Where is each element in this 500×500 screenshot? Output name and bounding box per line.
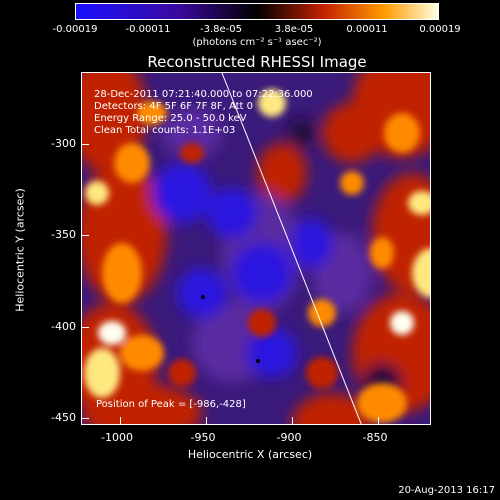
annotation-peak-position: Position of Peak = [-986,-428] <box>96 399 246 410</box>
y-tick-label: -400 <box>51 320 76 333</box>
annotation-detectors: Detectors: 4F 5F 6F 7F 8F, Att 0 <box>94 101 254 112</box>
image-plot: 28-Dec-2011 07:21:40.000 to 07:22:36.000… <box>81 72 431 425</box>
y-tick-label: -350 <box>51 228 76 241</box>
colorbar-tick-label: -0.00011 <box>125 24 171 35</box>
y-tick-label: -300 <box>51 137 76 150</box>
colorbar-tick-label: 0.00019 <box>419 24 461 35</box>
colorbar-tick-label: -0.00019 <box>52 24 98 35</box>
y-axis-label: Heliocentric Y (arcsec) <box>13 188 27 312</box>
colorbar-tick-label: -3.8e-05 <box>200 24 242 35</box>
plot-title: Reconstructed RHESSI Image <box>147 53 367 71</box>
footer-date: 20-Aug-2013 16:17 <box>398 485 495 496</box>
annotation-algorithm: Clean Total counts: 1.1E+03 <box>94 125 236 136</box>
limb-line <box>221 73 362 424</box>
annotation-energy-range: Energy Range: 25.0 - 50.0 keV <box>94 113 247 124</box>
peak-marker <box>201 295 205 299</box>
colorbar <box>75 3 439 20</box>
colorbar-units: (photons cm⁻² s⁻¹ asec⁻²) <box>192 37 322 48</box>
x-axis-label: Heliocentric X (arcsec) <box>187 448 313 461</box>
peak-marker <box>256 359 260 363</box>
rhessi-image-map <box>82 73 430 424</box>
x-tick-label: -950 <box>190 431 216 444</box>
annotation-time-range: 28-Dec-2011 07:21:40.000 to 07:22:36.000 <box>94 89 313 100</box>
x-tick-label: -1000 <box>101 431 133 444</box>
y-tick-label: -450 <box>51 411 76 424</box>
colorbar-tick-label: 0.00011 <box>346 24 388 35</box>
x-tick-label: -900 <box>276 431 302 444</box>
colorbar-tick-label: 3.8e-05 <box>274 24 314 35</box>
x-tick-label: -850 <box>362 431 388 444</box>
